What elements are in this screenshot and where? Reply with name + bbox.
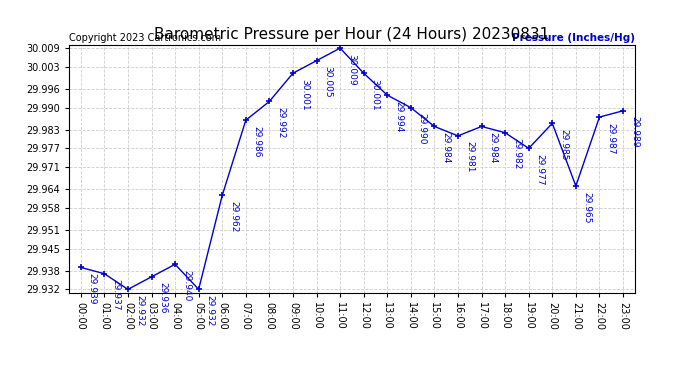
Text: 30.001: 30.001 <box>300 79 309 110</box>
Text: 29.937: 29.937 <box>111 279 120 311</box>
Text: 29.992: 29.992 <box>276 107 286 138</box>
Text: 29.965: 29.965 <box>583 192 592 223</box>
Text: Pressure (Inches/Hg): Pressure (Inches/Hg) <box>512 33 635 42</box>
Text: 29.982: 29.982 <box>512 138 521 170</box>
Title: Barometric Pressure per Hour (24 Hours) 20230831: Barometric Pressure per Hour (24 Hours) … <box>155 27 549 42</box>
Text: 29.984: 29.984 <box>489 132 497 164</box>
Text: 29.977: 29.977 <box>535 154 544 186</box>
Text: 29.932: 29.932 <box>206 295 215 326</box>
Text: Copyright 2023 Cartronics.com: Copyright 2023 Cartronics.com <box>69 33 221 42</box>
Text: 30.009: 30.009 <box>347 54 356 86</box>
Text: 29.987: 29.987 <box>607 123 615 154</box>
Text: 29.939: 29.939 <box>88 273 97 304</box>
Text: 29.989: 29.989 <box>630 116 639 148</box>
Text: 29.994: 29.994 <box>394 100 403 132</box>
Text: 29.990: 29.990 <box>417 113 427 145</box>
Text: 29.981: 29.981 <box>465 141 474 173</box>
Text: 29.986: 29.986 <box>253 126 262 157</box>
Text: 29.940: 29.940 <box>182 270 191 301</box>
Text: 29.932: 29.932 <box>135 295 144 326</box>
Text: 30.001: 30.001 <box>371 79 380 110</box>
Text: 29.984: 29.984 <box>442 132 451 164</box>
Text: 29.962: 29.962 <box>229 201 238 232</box>
Text: 29.936: 29.936 <box>159 282 168 314</box>
Text: 29.985: 29.985 <box>559 129 569 160</box>
Text: 30.005: 30.005 <box>324 66 333 98</box>
